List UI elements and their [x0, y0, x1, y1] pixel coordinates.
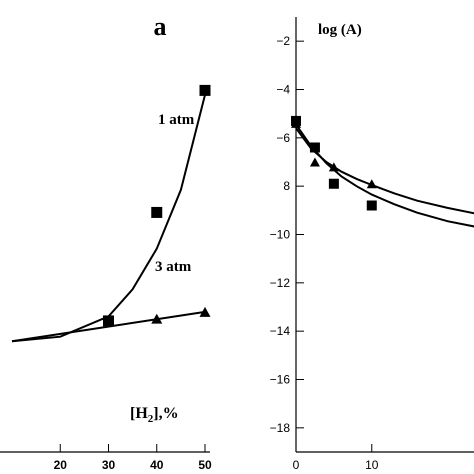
panel-b-y-tick-label: −10	[270, 228, 291, 242]
panel-a-fit-curves	[11, 94, 206, 343]
panel-b-title: log (A)	[318, 22, 362, 38]
panel-a-x-tick-label: 40	[150, 458, 164, 472]
panel-b-y-tick-label: −2	[276, 34, 290, 48]
panel-a-fit-curve-1	[11, 94, 206, 343]
series-label-3-atm: 3 atm	[155, 259, 192, 275]
panel-a-data-points	[103, 84, 211, 327]
panel-b-y-tick-label: 8	[283, 179, 290, 193]
panel-b-y-tick-label: −14	[270, 324, 291, 338]
panel-a: 20 30 40 50 a 1 atm 3 atm [H2],%	[0, 12, 212, 472]
panel-a-x-tick-label: 50	[198, 458, 212, 472]
panel-b-point-triangle	[309, 157, 320, 167]
panel-a-point-square	[103, 315, 114, 327]
panel-b-ticks: −2 −4 −6 8 −10 −12 −14 −16 −18 0 10	[270, 34, 379, 472]
panel-a-point-triangle	[151, 313, 163, 324]
panel-b-point-square	[309, 142, 320, 153]
panel-a-x-ticks: 20 30 40 50	[54, 444, 212, 472]
panel-b-y-tick-label: −12	[270, 276, 291, 290]
panel-a-point-square	[151, 206, 163, 218]
panel-a-x-tick-label: 30	[102, 458, 116, 472]
panel-a-fit-curve-2	[11, 310, 206, 343]
panel-b-y-tick-label: −4	[276, 83, 290, 97]
panel-a-point-triangle	[199, 306, 211, 317]
panel-b-point-triangle	[328, 162, 339, 172]
panel-b-point-square	[366, 200, 377, 211]
panel-b-fit-curves	[295, 123, 474, 228]
panel-a-x-axis-title: [H2],%	[130, 405, 179, 425]
panel-b-y-tick-label: −6	[276, 131, 290, 145]
panel-b-fit-curve-1	[295, 123, 474, 228]
series-label-1-atm: 1 atm	[158, 112, 195, 128]
panel-a-x-tick-label: 20	[54, 458, 68, 472]
panel-b-point-square	[328, 178, 339, 189]
panel-b-point-triangle	[366, 179, 377, 189]
panel-b-y-tick-label: −16	[270, 373, 291, 387]
panel-b-fit-curve-2	[295, 127, 474, 215]
panel-a-label: a	[154, 12, 167, 41]
panel-b-data-points	[291, 115, 377, 211]
panel-b-y-tick-label: −18	[270, 421, 291, 435]
panel-a-point-square	[199, 84, 211, 96]
panel-b: −2 −4 −6 8 −10 −12 −14 −16 −18 0 10 log (A)	[270, 17, 474, 472]
panel-b-x-tick-label: 0	[293, 458, 300, 472]
panel-b-point-triangle	[291, 118, 301, 128]
panel-b-x-tick-label: 10	[365, 458, 379, 472]
